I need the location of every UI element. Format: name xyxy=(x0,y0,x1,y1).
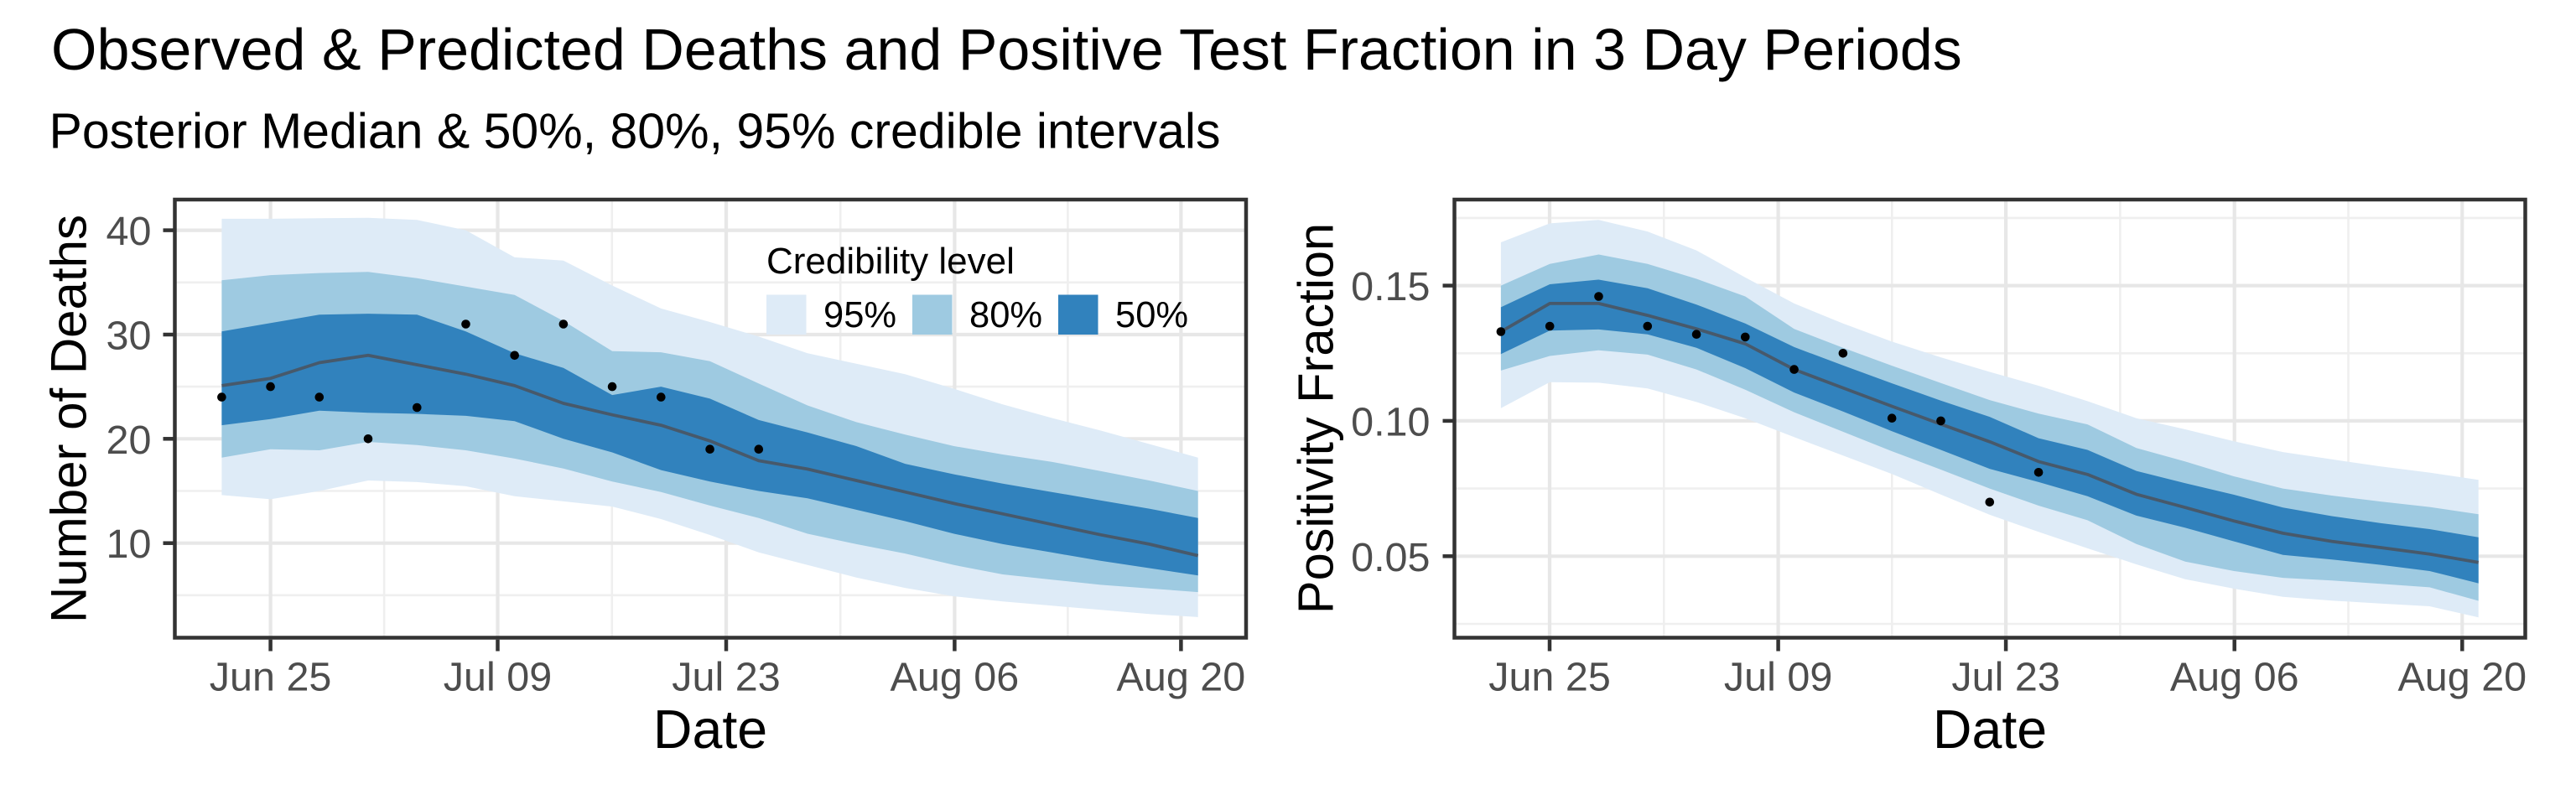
svg-text:Posterior Median & 50%, 80%, 9: Posterior Median & 50%, 80%, 95% credibl… xyxy=(49,104,1221,159)
svg-text:50%: 50% xyxy=(1115,295,1188,335)
svg-text:Number of Deaths: Number of Deaths xyxy=(41,215,97,623)
svg-text:Jul 23: Jul 23 xyxy=(672,655,780,700)
svg-text:20: 20 xyxy=(106,418,152,463)
svg-text:0.10: 0.10 xyxy=(1351,400,1430,445)
svg-text:10: 10 xyxy=(106,522,152,567)
svg-text:80%: 80% xyxy=(969,295,1042,335)
svg-text:Jul 09: Jul 09 xyxy=(1724,655,1832,700)
svg-text:Observed & Predicted Deaths an: Observed & Predicted Deaths and Positive… xyxy=(51,17,1962,82)
svg-text:Aug 20: Aug 20 xyxy=(1117,655,1246,700)
svg-text:30: 30 xyxy=(106,314,152,359)
svg-text:0.15: 0.15 xyxy=(1351,264,1430,309)
svg-text:Jun 25: Jun 25 xyxy=(1488,655,1611,700)
svg-text:Date: Date xyxy=(1933,699,2047,760)
svg-text:95%: 95% xyxy=(823,295,896,335)
svg-text:Positivity Fraction: Positivity Fraction xyxy=(1288,223,1344,614)
svg-text:Aug 06: Aug 06 xyxy=(2170,655,2299,700)
svg-text:Credibility level: Credibility level xyxy=(766,241,1015,282)
svg-text:Jul 23: Jul 23 xyxy=(1951,655,2059,700)
svg-text:Aug 06: Aug 06 xyxy=(891,655,1020,700)
svg-text:0.05: 0.05 xyxy=(1351,535,1430,580)
svg-text:40: 40 xyxy=(106,209,152,254)
svg-text:Jun 25: Jun 25 xyxy=(210,655,332,700)
svg-text:Jul 09: Jul 09 xyxy=(444,655,552,700)
svg-text:Date: Date xyxy=(653,699,767,760)
svg-text:Aug 20: Aug 20 xyxy=(2397,655,2527,700)
